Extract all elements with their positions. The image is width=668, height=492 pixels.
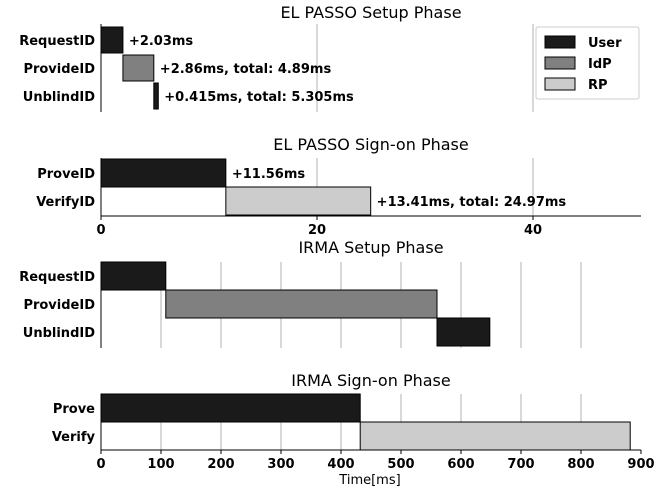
x-tick-label: 400 bbox=[327, 457, 354, 472]
x-tick-label: 200 bbox=[207, 457, 234, 472]
x-tick-label: 40 bbox=[524, 223, 542, 238]
legend-label: RP bbox=[588, 78, 608, 93]
x-tick-label: 20 bbox=[308, 223, 326, 238]
chart-title: EL PASSO Sign-on Phase bbox=[273, 135, 468, 154]
data-label: +2.03ms bbox=[129, 34, 194, 49]
bar bbox=[225, 186, 372, 216]
bar bbox=[100, 261, 167, 291]
bar bbox=[436, 317, 491, 347]
bar bbox=[100, 26, 124, 54]
category-label: UnblindID bbox=[23, 90, 95, 105]
data-label: +2.86ms, total: 4.89ms bbox=[160, 62, 332, 77]
x-tick-label: 0 bbox=[96, 223, 105, 238]
x-tick-label: 600 bbox=[447, 457, 474, 472]
category-label: VerifyID bbox=[36, 195, 95, 210]
x-tick-label: 800 bbox=[567, 457, 594, 472]
chart-title: IRMA Sign-on Phase bbox=[291, 371, 450, 390]
category-label: RequestID bbox=[19, 270, 95, 285]
category-label: ProvideID bbox=[23, 298, 95, 313]
bar bbox=[100, 158, 227, 188]
bar bbox=[153, 82, 159, 110]
category-label: UnblindID bbox=[23, 326, 95, 341]
chart-title: EL PASSO Setup Phase bbox=[280, 3, 461, 22]
x-tick-label: 700 bbox=[507, 457, 534, 472]
legend-label: IdP bbox=[588, 57, 612, 72]
legend-swatch bbox=[544, 56, 576, 70]
text-layer: EL PASSO Setup Phase RequestID ProvideID Un… bbox=[19, 3, 654, 488]
data-label: +0.415ms, total: 5.305ms bbox=[164, 90, 354, 105]
bars-layer bbox=[100, 26, 631, 451]
legend-swatch bbox=[544, 35, 576, 49]
x-tick-label: 100 bbox=[147, 457, 174, 472]
category-label: ProvideID bbox=[23, 62, 95, 77]
data-label: +11.56ms bbox=[232, 167, 306, 182]
bar bbox=[100, 393, 361, 423]
category-label: Verify bbox=[52, 430, 96, 445]
bar bbox=[122, 54, 155, 82]
bar bbox=[165, 289, 438, 319]
x-tick-label: 0 bbox=[96, 457, 105, 472]
data-label: +13.41ms, total: 24.97ms bbox=[377, 195, 567, 210]
legend-swatch bbox=[544, 77, 576, 91]
category-label: RequestID bbox=[19, 34, 95, 49]
bar bbox=[359, 421, 631, 451]
x-axis-label: Time[ms] bbox=[338, 473, 400, 488]
category-label: Prove bbox=[53, 402, 95, 417]
x-tick-label: 500 bbox=[387, 457, 414, 472]
chart-title: IRMA Setup Phase bbox=[298, 238, 443, 257]
x-tick-label: 900 bbox=[627, 457, 654, 472]
axes-layer bbox=[100, 24, 642, 454]
legend: User IdP RP bbox=[535, 26, 640, 100]
legend-label: User bbox=[588, 36, 622, 51]
x-tick-label: 300 bbox=[267, 457, 294, 472]
category-label: ProveID bbox=[37, 167, 95, 182]
